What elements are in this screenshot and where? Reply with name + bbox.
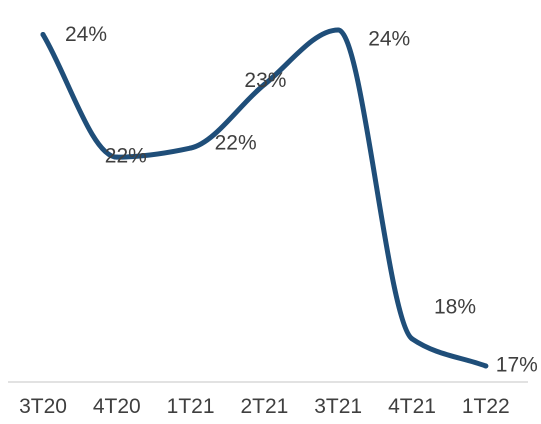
data-label-1T22: 17%: [496, 354, 538, 377]
data-point-3T20: [40, 32, 46, 38]
x-tick-label-3T20: 3T20: [19, 395, 67, 418]
data-label-1T21: 22%: [215, 132, 257, 155]
x-tick-label-1T21: 1T21: [167, 395, 215, 418]
x-tick-label-4T20: 4T20: [93, 395, 141, 418]
data-label-2T21: 23%: [244, 69, 286, 92]
x-tick-label-1T22: 1T22: [462, 395, 510, 418]
data-label-4T21: 18%: [434, 295, 476, 318]
data-labels: 24% 22% 22% 23% 24% 18% 17%: [65, 23, 538, 377]
series-layer: [40, 27, 489, 369]
data-point-4T21: [409, 336, 415, 342]
data-point-4T20: [114, 154, 120, 160]
x-tick-label-2T21: 2T21: [240, 395, 288, 418]
data-point-2T21: [261, 81, 267, 87]
x-tick-label-3T21: 3T21: [314, 395, 362, 418]
data-label-3T20: 24%: [65, 23, 107, 46]
data-point-3T21: [335, 27, 341, 33]
data-label-4T20: 22%: [105, 145, 147, 168]
x-axis-ticks: 3T20 4T20 1T21 2T21 3T21 4T21 1T22: [19, 395, 510, 418]
data-point-1T22: [483, 363, 489, 369]
data-point-1T21: [188, 145, 194, 151]
data-label-3T21: 24%: [368, 28, 410, 51]
x-tick-label-4T21: 4T21: [388, 395, 436, 418]
